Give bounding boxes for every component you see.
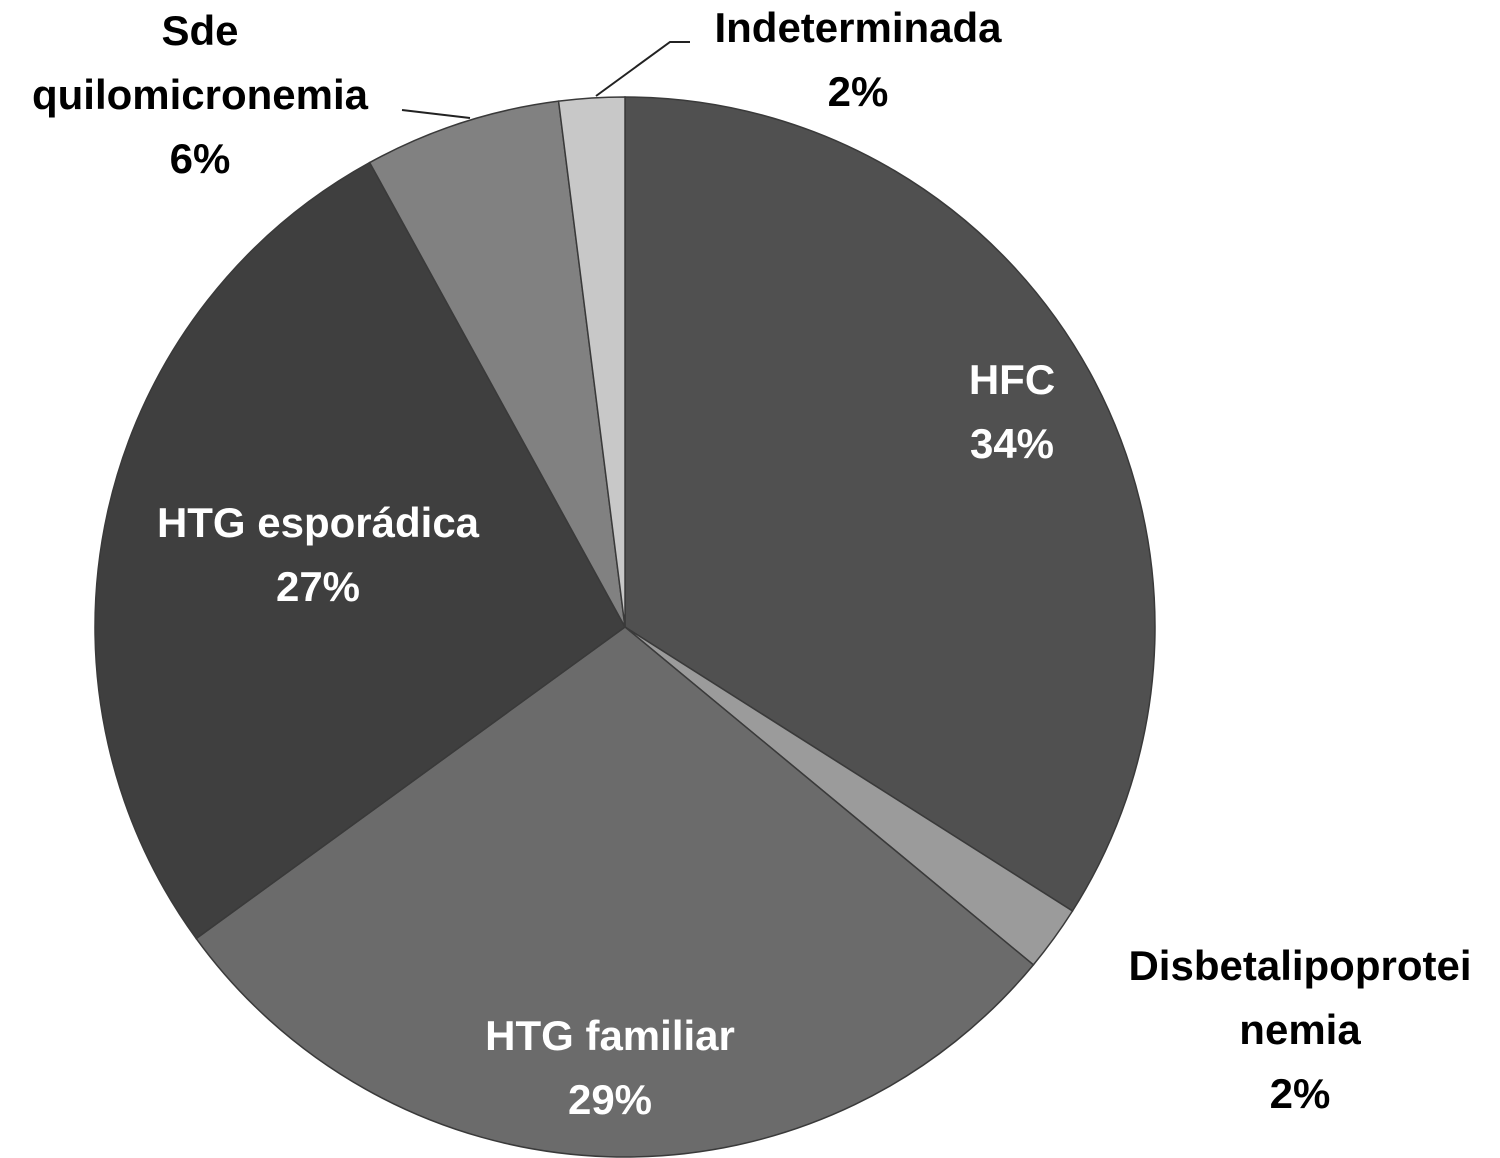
slice-label: HFC 34%	[969, 348, 1055, 476]
pie-slice	[368, 100, 626, 628]
pie-slice	[557, 96, 626, 628]
value-label: 29%	[567, 1076, 653, 1123]
category-label: HFC	[968, 356, 1056, 403]
leader-line	[595, 41, 690, 97]
slice-label: HTG familiar 29%	[485, 1004, 735, 1132]
pie-slice	[195, 626, 1035, 1158]
leader-line	[401, 109, 471, 119]
value-label: 27%	[275, 563, 361, 610]
value-label: 2%	[827, 68, 889, 115]
slice-label: HTG esporádica 27%	[157, 491, 479, 619]
category-label: HTG familiar	[485, 1012, 735, 1059]
slice-label: Sde quilomicronemia 6%	[32, 0, 368, 191]
value-label: 34%	[969, 420, 1055, 467]
category-label: Sde quilomicronemia	[31, 7, 369, 118]
pie-slice	[624, 96, 1156, 913]
slice-label: Indeterminada 2%	[714, 0, 1001, 124]
category-label: Disbetalipoprotei nemia	[1128, 942, 1472, 1053]
slice-label: Disbetalipoprotei nemia 2%	[1128, 934, 1471, 1126]
category-label: Indeterminada	[714, 4, 1002, 51]
pie-slice	[94, 161, 626, 940]
value-label: 2%	[1269, 1070, 1331, 1117]
category-label: HTG esporádica	[156, 499, 480, 546]
value-label: 6%	[169, 135, 231, 182]
